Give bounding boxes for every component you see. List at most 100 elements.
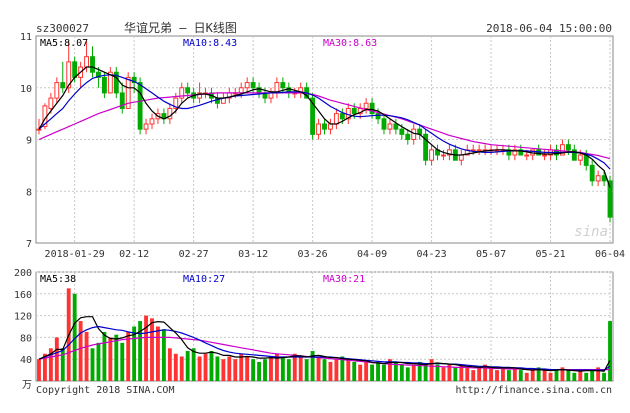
candle	[60, 61, 66, 93]
candle-body	[244, 82, 250, 89]
volume-bar	[596, 367, 601, 381]
candle-body	[322, 123, 327, 130]
volume-bar	[334, 359, 339, 381]
volume-bar	[411, 364, 416, 381]
candle-body	[369, 102, 375, 115]
volume-bar	[173, 353, 178, 381]
volume-bar	[441, 367, 446, 381]
source-url: http://finance.sina.com.cn	[455, 385, 612, 396]
candle-body	[125, 76, 131, 109]
volume-bar	[150, 318, 154, 381]
volume-bar	[453, 367, 458, 381]
volume-bar	[530, 370, 535, 381]
candle-body	[328, 123, 333, 130]
volume-bar	[102, 331, 107, 381]
volume-bar	[215, 356, 220, 381]
volume-bar	[602, 372, 607, 381]
candle	[607, 175, 613, 223]
volume-bar	[322, 359, 327, 381]
volume-bar	[316, 356, 321, 381]
volume-bar	[191, 348, 196, 381]
stock-code: sz300027	[36, 22, 89, 35]
volume-bar	[435, 364, 440, 381]
volume-tick-label: 80	[20, 333, 32, 344]
date-tick-label: 05-21	[535, 249, 565, 260]
candle-body	[512, 149, 518, 156]
candle	[441, 149, 446, 161]
volume-bar	[42, 353, 47, 381]
volume-bar	[209, 351, 214, 381]
price-tick-label: 8	[26, 187, 32, 198]
candle-body	[250, 82, 256, 89]
candle-body	[441, 154, 446, 157]
candle-body	[446, 149, 452, 156]
candle	[54, 77, 60, 104]
date-tick-label: 02-12	[119, 249, 149, 260]
volume-bar	[495, 370, 499, 381]
volume-bar	[239, 353, 244, 381]
candle-body	[577, 154, 583, 161]
candle-body	[458, 154, 464, 161]
volume-bar	[126, 331, 131, 381]
candle-body	[107, 71, 113, 94]
candle-body	[60, 82, 66, 89]
price-moving-averages	[38, 66, 611, 188]
candle-body	[143, 123, 149, 130]
volume-bar	[423, 364, 428, 381]
volume-tick-label: 120	[14, 312, 32, 323]
candle	[143, 118, 149, 135]
volume-bar	[286, 359, 291, 381]
volume-bar	[572, 372, 577, 381]
candle-body	[173, 97, 179, 109]
candle-body	[423, 133, 429, 161]
volume-bar	[393, 361, 398, 381]
volume-bar	[542, 370, 547, 381]
price-legend-ma30: MA30:8.63	[323, 38, 377, 49]
candle-body	[411, 128, 417, 140]
volume-bar	[263, 359, 267, 381]
volume-bar	[608, 321, 612, 381]
volume-bar	[60, 348, 65, 381]
volume-bar	[310, 351, 315, 381]
volume-bar	[578, 370, 583, 381]
date-tick-label: 03-12	[238, 249, 268, 260]
candle-body	[96, 71, 101, 78]
candle-body	[316, 123, 321, 135]
volume-bar	[328, 361, 333, 381]
candle-body	[131, 76, 137, 84]
volume-ma5-line	[38, 316, 611, 372]
candle	[322, 118, 327, 135]
candle-body	[595, 175, 601, 182]
candle	[542, 149, 548, 161]
candle	[149, 113, 155, 130]
candle-body	[565, 144, 571, 151]
date-tick-label: 06-04	[595, 249, 625, 260]
price-ma30-line	[38, 92, 611, 160]
volume-bar	[292, 353, 297, 381]
volume-bar	[179, 356, 184, 381]
candle-body	[542, 154, 548, 157]
volume-bar	[477, 367, 482, 381]
volume-bar	[459, 364, 464, 381]
date-tick-label: 02-27	[179, 249, 209, 260]
candle-body	[476, 149, 482, 152]
volume-bar	[227, 356, 232, 381]
price-tick-label: 7	[26, 239, 32, 250]
candle	[119, 82, 125, 114]
candle	[393, 118, 399, 135]
candle-body	[387, 123, 393, 130]
volume-bar	[489, 367, 493, 381]
candle	[518, 144, 524, 156]
volume-bar	[376, 361, 380, 381]
volume-bar	[429, 359, 434, 381]
date-tick-label: 2018-01-29	[45, 249, 105, 260]
candle-body	[524, 154, 530, 157]
volume-ma30-line	[38, 336, 610, 371]
volume-bar	[274, 353, 279, 381]
candle	[316, 118, 321, 140]
volume-bar	[203, 353, 208, 381]
volume-bar	[197, 356, 202, 381]
candle	[244, 77, 250, 93]
candle	[167, 103, 173, 124]
date-tick-label: 03-26	[298, 249, 328, 260]
